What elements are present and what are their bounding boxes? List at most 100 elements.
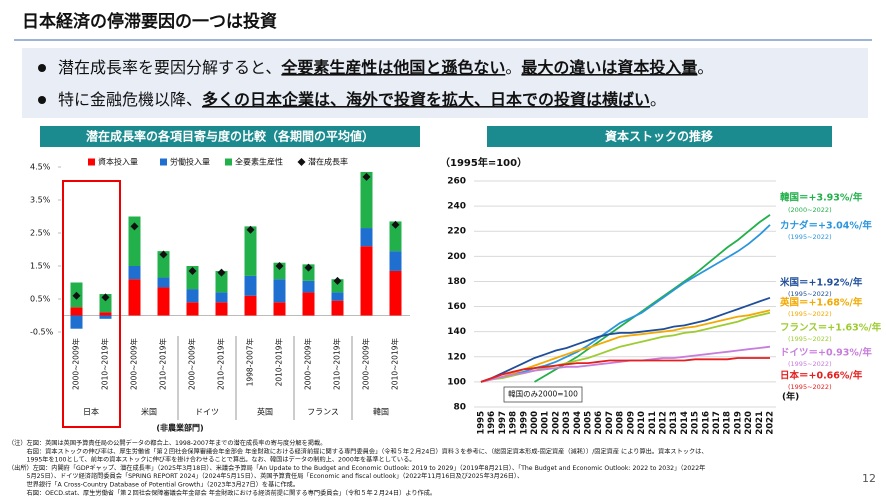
line bbox=[480, 296, 771, 383]
note-line: 世界銀行「A Cross-Country Database of Potenti… bbox=[8, 481, 299, 489]
y-tick-label: 120 bbox=[447, 352, 466, 362]
bullet-box bbox=[22, 48, 868, 118]
series-label: 韓国＝+3.93%/年 bbox=[780, 192, 863, 204]
x-tick-label: 2000~2009年 bbox=[303, 338, 313, 390]
bar bbox=[128, 266, 141, 280]
series-label: 日本＝+0.66%/年 bbox=[780, 370, 863, 382]
annotation: (非農業部門) bbox=[156, 423, 203, 433]
y-tick-label: 140 bbox=[447, 327, 466, 337]
group-label: 韓国 bbox=[373, 407, 389, 417]
annotation-box bbox=[503, 386, 583, 403]
x-tick-label: 2016 bbox=[701, 411, 711, 435]
y-tick-label: 220 bbox=[447, 227, 466, 237]
bar bbox=[360, 246, 373, 316]
bar bbox=[360, 171, 373, 229]
x-tick-label: 2006 bbox=[594, 411, 604, 435]
bar bbox=[70, 315, 83, 329]
bar bbox=[215, 292, 228, 303]
series-label: 英国＝+1.68%/年 bbox=[780, 297, 863, 309]
bar bbox=[244, 275, 257, 296]
x-tick-label: 2003 bbox=[562, 411, 572, 435]
marker bbox=[72, 291, 81, 300]
bar bbox=[157, 277, 170, 288]
y-tick-label: 260 bbox=[447, 177, 466, 187]
bar bbox=[186, 302, 199, 316]
bar bbox=[273, 302, 286, 316]
note-line: （出所）左図：内閣府「GDPギャップ、潜在成長率」（2025年3月18日）、米議… bbox=[8, 464, 705, 472]
marker bbox=[217, 268, 226, 277]
bullet-text: 特に金融危機以降、多くの日本企業は、海外で投資を拡大、日本での投資は横ばい。 bbox=[58, 90, 666, 109]
bullet-dot bbox=[38, 64, 46, 72]
series-period: (1995~2022) bbox=[788, 310, 832, 318]
group-label: ドイツ bbox=[195, 408, 219, 417]
legend-swatch bbox=[88, 158, 95, 166]
x-tick-label: 2008 bbox=[616, 411, 626, 435]
bar bbox=[360, 228, 373, 247]
bar bbox=[128, 279, 141, 316]
note-line: 右図：OECD.stat、厚生労働省「第２回社会保障審議会年金部会 年金財政にお… bbox=[8, 489, 436, 497]
series-label: 米国＝+1.92%/年 bbox=[779, 277, 863, 289]
bullet-segment: 潜在成長率を要因分解すると、 bbox=[58, 58, 281, 77]
x-tick-label: 2019 bbox=[733, 411, 743, 435]
x-tick-label: 2010~2019年 bbox=[390, 338, 400, 390]
bullet-segment: 。 bbox=[505, 58, 521, 77]
x-tick-label: 2013 bbox=[669, 411, 679, 435]
bar bbox=[186, 289, 199, 303]
x-tick-label: 2022 bbox=[766, 411, 776, 435]
slide-title: 日本経済の停滞要因の一つは投資 bbox=[22, 11, 277, 32]
bullet-segment: 全要素生産性は他国と遜色ない bbox=[280, 58, 505, 77]
bar bbox=[389, 251, 402, 271]
line bbox=[480, 345, 771, 383]
x-tick-label: 2004 bbox=[573, 411, 583, 435]
y-axis-label: （1995年=100） bbox=[440, 156, 527, 169]
bullet-segment: 特に金融危機以降、 bbox=[58, 90, 202, 109]
y-tick-label: 80 bbox=[453, 403, 466, 413]
bullet-dot bbox=[38, 96, 46, 104]
x-tick-label: 1998 bbox=[509, 411, 519, 435]
bullet-segment: 最大の違いは資本投入量 bbox=[521, 58, 697, 77]
y-tick-label: 200 bbox=[447, 252, 466, 262]
line bbox=[480, 224, 771, 383]
marker bbox=[275, 262, 284, 270]
x-tick-label: 2010-2019年 bbox=[274, 338, 284, 387]
annotation: 韓国のみ2000=100 bbox=[508, 389, 578, 399]
x-tick-label: 2010 bbox=[637, 411, 647, 435]
x-tick-label: 2010~2019年 bbox=[158, 338, 168, 390]
marker bbox=[130, 222, 139, 231]
bar bbox=[128, 216, 141, 266]
y-tick-label: 4.5% bbox=[30, 163, 51, 172]
bar bbox=[157, 287, 170, 316]
left-chart-title: 潜在成長率の各項目寄与度の比較（各期間の平均値） bbox=[86, 129, 374, 144]
note-line: 1995年を100として、前年の資本ストックに伸び率を掛け合わせることで算出。な… bbox=[8, 456, 416, 464]
series-period: (1995~2022) bbox=[788, 383, 832, 391]
series-period: (1995~2022) bbox=[788, 233, 832, 241]
bar bbox=[331, 300, 344, 316]
bar bbox=[389, 270, 402, 316]
x-tick-label: 1998-2007年 bbox=[245, 338, 255, 387]
note-line: （注）左図：英国は英国予算責任局の公開データの都合上、1998-2007年までの… bbox=[8, 439, 326, 447]
x-tick-label: 2017 bbox=[712, 411, 722, 435]
legend-swatch bbox=[160, 158, 167, 166]
note-line: 右図：資本ストックの伸び率は、厚生労働省「第２回社会保障審議会年金部会 年金財政… bbox=[8, 447, 708, 455]
legend-label: 全要素生産性 bbox=[235, 157, 283, 167]
y-tick-label: 0.5% bbox=[30, 295, 51, 304]
series-period: (1995~2022) bbox=[788, 335, 832, 343]
marker bbox=[101, 293, 110, 302]
group-label: フランス bbox=[307, 408, 339, 417]
marker bbox=[304, 263, 313, 272]
x-tick-label: 2000 bbox=[530, 411, 540, 435]
x-tick-label: 1996 bbox=[487, 411, 497, 435]
bar bbox=[244, 295, 257, 316]
x-tick-label: 2012 bbox=[658, 411, 668, 435]
x-tick-label: 2000~2009年 bbox=[187, 338, 197, 390]
left-header bbox=[40, 126, 420, 147]
y-tick-label: 1.5% bbox=[30, 262, 51, 271]
x-tick-label: 2000~2009年 bbox=[71, 338, 81, 390]
series-label: ドイツ＝+0.93%/年 bbox=[780, 347, 872, 359]
marker bbox=[188, 266, 197, 275]
bar bbox=[244, 226, 257, 276]
y-tick-label: 3.5% bbox=[30, 196, 51, 205]
x-tick-label: 2014 bbox=[680, 411, 690, 435]
x-tick-label: 2015 bbox=[691, 411, 701, 435]
